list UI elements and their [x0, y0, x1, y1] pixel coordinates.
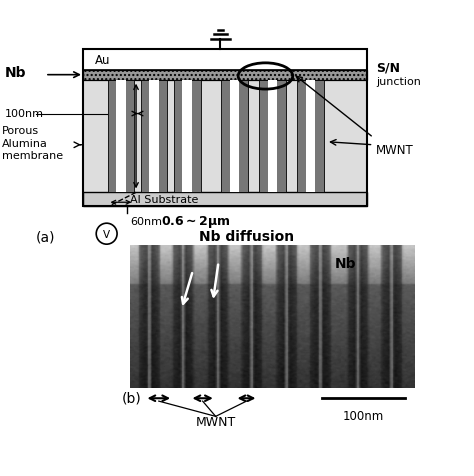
Bar — [141, 80, 167, 193]
Text: V: V — [103, 229, 110, 239]
Text: Nb diffusion: Nb diffusion — [199, 229, 294, 244]
Bar — [259, 80, 286, 193]
Bar — [83, 70, 367, 80]
Text: junction: junction — [376, 77, 421, 87]
Text: Nb: Nb — [335, 257, 356, 270]
Text: 100nm: 100nm — [5, 109, 44, 119]
Text: $\bf{0.6 \sim 2\mu m}$: $\bf{0.6 \sim 2\mu m}$ — [161, 213, 230, 229]
Text: Al Substrate: Al Substrate — [130, 195, 199, 205]
Text: Nb: Nb — [5, 66, 26, 80]
Bar — [297, 80, 324, 193]
Bar — [306, 80, 315, 193]
Text: 60nm: 60nm — [130, 217, 163, 226]
Bar — [174, 80, 201, 193]
Bar — [108, 80, 134, 193]
Bar — [83, 193, 367, 207]
Bar — [221, 80, 248, 193]
Bar — [83, 50, 367, 70]
Text: (a): (a) — [35, 229, 55, 244]
Text: 100nm: 100nm — [343, 409, 384, 422]
Bar — [116, 80, 126, 193]
Bar — [230, 80, 239, 193]
Bar — [83, 50, 367, 207]
Bar — [83, 70, 367, 80]
Circle shape — [96, 224, 117, 245]
Bar — [83, 80, 367, 193]
Text: Alumina: Alumina — [2, 139, 48, 149]
Text: membrane: membrane — [2, 151, 64, 161]
Text: MWNT: MWNT — [376, 144, 414, 157]
Text: MWNT: MWNT — [196, 415, 236, 428]
Text: Au: Au — [95, 54, 110, 67]
Text: Porous: Porous — [2, 126, 39, 136]
Bar — [182, 80, 192, 193]
Bar — [149, 80, 159, 193]
Text: S/N: S/N — [376, 61, 400, 74]
Text: (b): (b) — [122, 390, 142, 405]
Bar — [268, 80, 277, 193]
